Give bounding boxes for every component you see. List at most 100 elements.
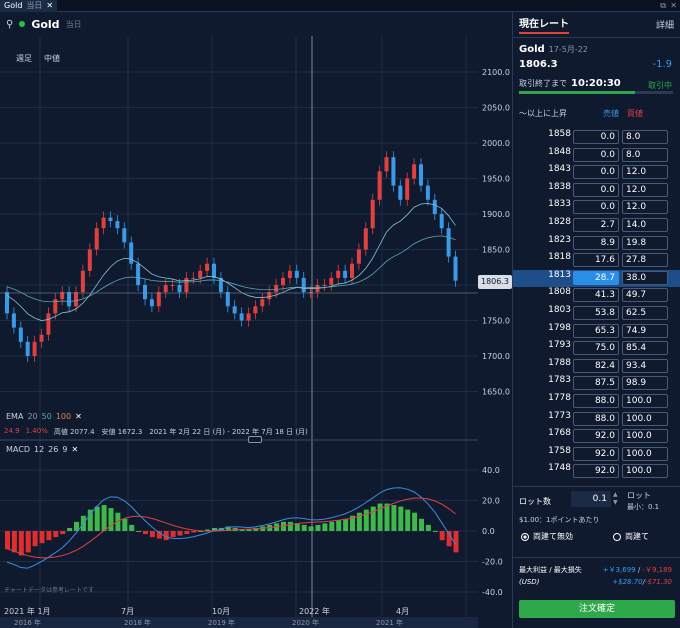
ask-button[interactable]: 98.9 <box>622 376 668 391</box>
ema-value-1: 24.9 <box>4 427 20 435</box>
tab-details[interactable]: 詳細 <box>655 21 674 31</box>
bid-button[interactable]: 2.7 <box>573 218 619 232</box>
ema-line <box>6 202 456 321</box>
rate-row[interactable]: 1778 88.0 100.0 <box>513 393 680 410</box>
tab-current-rate[interactable]: 現在レート <box>519 15 569 34</box>
ask-button[interactable]: 8.0 <box>622 130 668 144</box>
rate-row[interactable]: 1828 2.7 14.0 <box>513 217 680 234</box>
radio-hedge-off[interactable]: 両建て無効 <box>521 531 573 542</box>
pl-usd-neg: -$71.30 <box>644 578 672 586</box>
rate-row[interactable]: 1858 0.0 8.0 <box>513 129 680 146</box>
rate-row[interactable]: 1748 92.0 100.0 <box>513 463 680 480</box>
candle <box>143 285 147 300</box>
bid-button[interactable]: 92.0 <box>573 429 619 444</box>
ema-remove-icon[interactable]: ✕ <box>75 412 82 421</box>
ask-button[interactable]: 100.0 <box>622 429 668 444</box>
ema-period-2: 50 <box>41 412 52 421</box>
rate-row[interactable]: 1838 0.0 12.0 <box>513 182 680 199</box>
ask-button[interactable]: 12.0 <box>622 165 668 180</box>
candle <box>129 242 134 264</box>
rate-row[interactable]: 1773 88.0 100.0 <box>513 411 680 428</box>
macd-bar <box>18 531 24 556</box>
rate-row[interactable]: 1818 17.6 27.8 <box>513 252 680 269</box>
rate-row[interactable]: 1793 75.0 85.4 <box>513 340 680 357</box>
bid-button[interactable]: 88.0 <box>573 394 619 408</box>
ask-button[interactable]: 62.5 <box>622 306 668 320</box>
rate-row[interactable]: 1843 0.0 12.0 <box>513 164 680 181</box>
bid-button[interactable]: 87.5 <box>573 376 619 391</box>
close-icon[interactable]: ✕ <box>670 1 677 10</box>
bid-button[interactable]: 88.0 <box>573 411 619 426</box>
candle <box>136 263 141 285</box>
lot-stepper[interactable]: ▲ ▼ <box>613 491 618 506</box>
bar-type-select[interactable]: 週足 <box>16 54 32 63</box>
ask-button[interactable]: 12.0 <box>622 182 668 197</box>
bid-button[interactable]: 75.0 <box>573 341 619 356</box>
lot-input[interactable]: 0.1 <box>571 491 611 507</box>
ask-button[interactable]: 100.0 <box>622 464 668 479</box>
macd-bar <box>156 531 162 539</box>
bid-button[interactable]: 41.3 <box>573 288 619 303</box>
ask-button[interactable]: 27.8 <box>622 253 668 268</box>
ask-button[interactable]: 12.0 <box>622 200 668 215</box>
bid-button[interactable]: 65.3 <box>573 323 619 338</box>
ask-button[interactable]: 74.9 <box>622 323 668 338</box>
submit-order-button[interactable]: 注文確定 <box>519 600 675 618</box>
ask-button[interactable]: 8.0 <box>622 147 668 162</box>
ask-button[interactable]: 85.4 <box>622 341 668 356</box>
strike-price: 1758 <box>548 445 571 456</box>
chart-area[interactable]: ⚲ Gold 当日 週足 中値 2100.0 2050.0 2000.0 1950.0… <box>0 12 512 628</box>
candle <box>25 341 30 356</box>
lot-min: 最小：0.1 <box>627 503 660 511</box>
symbol-label[interactable]: Gold <box>31 17 60 31</box>
ask-button[interactable]: 38.0 <box>622 270 668 285</box>
bid-button[interactable]: 53.8 <box>573 306 619 320</box>
ask-button[interactable]: 49.7 <box>622 288 668 303</box>
bid-button[interactable]: 0.0 <box>573 165 619 180</box>
rate-row[interactable]: 1823 8.9 19.8 <box>513 235 680 252</box>
tab-close-icon[interactable]: ✕ <box>46 1 54 10</box>
rate-row[interactable]: 1813 28.7 38.0 <box>513 269 680 287</box>
rate-row[interactable]: 1848 0.0 8.0 <box>513 147 680 164</box>
bid-button[interactable]: 92.0 <box>573 464 619 479</box>
bid-button[interactable]: 0.0 <box>573 182 619 197</box>
rate-row[interactable]: 1758 92.0 100.0 <box>513 446 680 463</box>
bid-button[interactable]: 0.0 <box>573 130 619 144</box>
rate-row[interactable]: 1833 0.0 12.0 <box>513 199 680 216</box>
bid-button[interactable]: 92.0 <box>573 446 619 461</box>
macd-bar <box>191 531 197 533</box>
bid-button[interactable]: 8.9 <box>573 235 619 250</box>
ask-button[interactable]: 14.0 <box>622 218 668 232</box>
maximize-icon[interactable]: ⧉ <box>660 1 666 10</box>
ask-button[interactable]: 100.0 <box>622 411 668 426</box>
radio-unchecked-icon[interactable] <box>613 532 621 541</box>
macd-bar <box>412 512 418 531</box>
bid-button[interactable]: 0.0 <box>573 200 619 215</box>
bid-button[interactable]: 17.6 <box>573 253 619 268</box>
navigator[interactable]: 2016 年 2018 年 2019 年 2020 年 2021 年 <box>0 617 478 628</box>
price-type-select[interactable]: 中値 <box>44 54 60 63</box>
ask-button[interactable]: 100.0 <box>622 446 668 461</box>
ask-button[interactable]: 100.0 <box>622 394 668 408</box>
rate-row[interactable]: 1803 53.8 62.5 <box>513 305 680 322</box>
ask-button[interactable]: 19.8 <box>622 235 668 250</box>
ask-button[interactable]: 93.4 <box>622 358 668 373</box>
tab-gold[interactable]: Gold 当日 ✕ <box>0 0 58 12</box>
rate-row[interactable]: 1788 82.4 93.4 <box>513 358 680 375</box>
rate-row[interactable]: 1808 41.3 49.7 <box>513 287 680 304</box>
radio-checked-icon[interactable] <box>521 532 529 541</box>
candle <box>170 285 175 286</box>
macd-p1: 12 <box>33 445 45 454</box>
macd-remove-icon[interactable]: ✕ <box>71 445 79 454</box>
period-label: 当日 <box>65 19 82 29</box>
search-icon[interactable]: ⚲ <box>6 18 14 30</box>
bid-button[interactable]: 82.4 <box>573 358 619 373</box>
pane-resize-handle[interactable] <box>248 436 262 443</box>
rate-row[interactable]: 1783 87.5 98.9 <box>513 375 680 392</box>
radio-hedge-on[interactable]: 両建て <box>613 531 649 542</box>
rate-row[interactable]: 1768 92.0 100.0 <box>513 428 680 445</box>
bid-button[interactable]: 0.0 <box>573 147 619 162</box>
rate-row[interactable]: 1798 65.3 74.9 <box>513 323 680 340</box>
candle <box>405 178 410 200</box>
bid-button[interactable]: 28.7 <box>573 270 619 285</box>
